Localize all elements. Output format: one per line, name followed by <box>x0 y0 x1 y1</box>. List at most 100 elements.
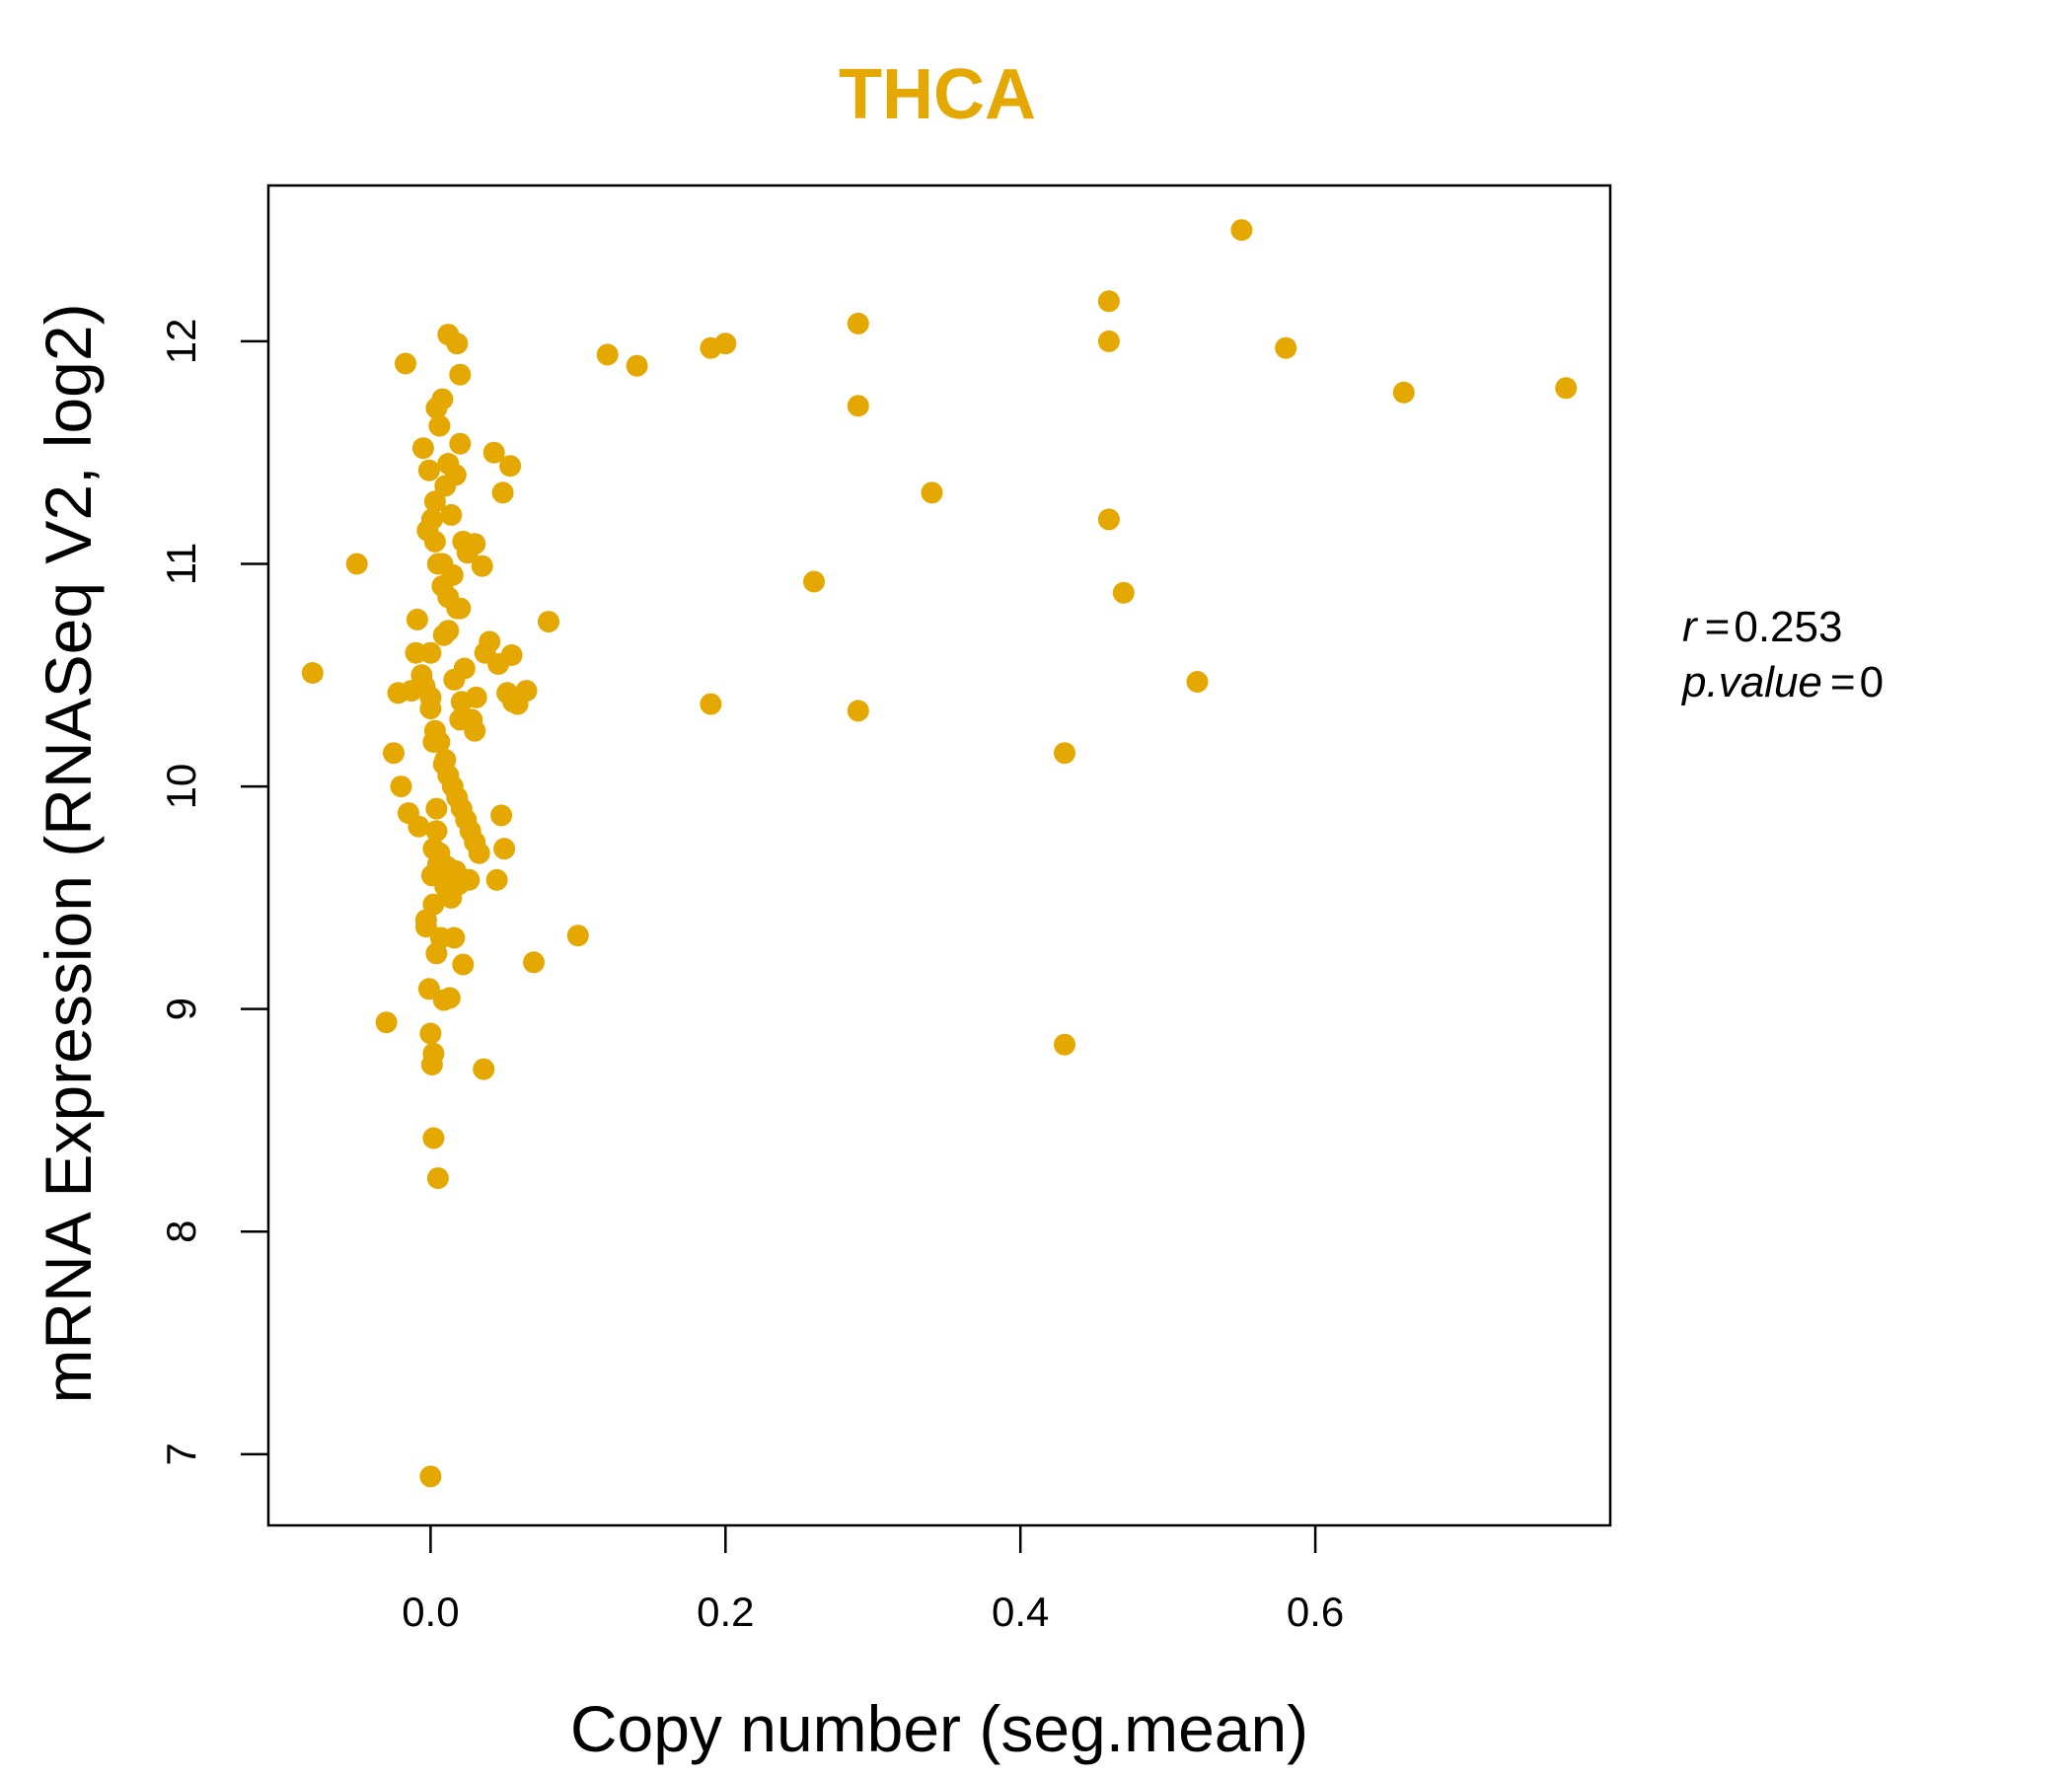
data-point <box>419 641 442 664</box>
data-point <box>422 1127 445 1149</box>
data-point <box>491 481 514 504</box>
data-point <box>523 951 545 974</box>
data-point <box>420 1054 443 1075</box>
data-point <box>500 644 523 666</box>
data-point <box>921 481 943 504</box>
data-point <box>411 437 434 460</box>
data-point <box>449 708 472 731</box>
r-value: 0.253 <box>1734 603 1842 651</box>
data-point <box>407 815 430 838</box>
data-point <box>803 570 825 593</box>
data-point <box>417 459 440 481</box>
data-point <box>406 608 428 630</box>
data-point <box>432 624 455 646</box>
data-point <box>450 691 473 713</box>
data-point <box>700 693 722 715</box>
x-tick-label: 0.6 <box>1287 1589 1344 1635</box>
data-point <box>493 838 516 860</box>
data-point <box>425 397 448 419</box>
data-point <box>499 455 522 478</box>
data-point <box>446 597 469 620</box>
data-point <box>847 700 869 722</box>
y-tick-label: 8 <box>158 1221 204 1243</box>
data-point <box>1054 1033 1075 1056</box>
data-point <box>425 820 448 843</box>
data-point <box>419 1465 442 1488</box>
data-point <box>847 312 869 334</box>
data-point <box>422 838 445 860</box>
data-point <box>490 804 513 827</box>
data-point <box>375 1011 398 1034</box>
data-point <box>423 530 446 553</box>
data-point <box>423 490 446 513</box>
data-point <box>453 657 476 680</box>
data-point <box>447 873 470 896</box>
data-point <box>1230 219 1253 242</box>
data-point <box>566 925 589 947</box>
data-point <box>1392 381 1415 404</box>
data-point <box>428 414 451 437</box>
data-point <box>1097 330 1120 352</box>
p-stat: p.value =0 <box>1680 658 1884 706</box>
data-point <box>1275 336 1297 359</box>
chart-title: THCA <box>839 55 1036 134</box>
data-point <box>446 333 469 355</box>
data-point <box>425 942 448 965</box>
data-point <box>420 508 443 531</box>
y-tick-label: 7 <box>158 1443 204 1465</box>
data-point <box>468 842 490 864</box>
x-axis: 0.0 0.2 0.4 0.6 <box>402 1525 1344 1635</box>
data-point <box>426 1167 449 1190</box>
y-tick-label: 10 <box>158 764 204 810</box>
data-point <box>473 1058 495 1080</box>
data-point <box>419 1022 442 1045</box>
p-symbol: p.value <box>1680 658 1822 706</box>
y-tick-label: 9 <box>158 998 204 1020</box>
data-point <box>387 682 409 704</box>
data-point <box>417 978 440 1000</box>
data-point <box>538 611 559 633</box>
data-point <box>626 354 648 377</box>
x-tick-label: 0.4 <box>992 1589 1049 1635</box>
plot-frame <box>266 184 1612 1527</box>
data-point <box>422 731 445 753</box>
data-point <box>395 352 416 375</box>
data-point <box>464 533 486 555</box>
r-stat: r =0.253 <box>1682 603 1842 651</box>
data-point <box>345 553 368 575</box>
data-point <box>449 432 472 455</box>
y-axis-label: mRNA Expression (RNASeq V2, log2) <box>32 303 105 1403</box>
y-tick-label: 12 <box>158 319 204 365</box>
data-point <box>1054 742 1075 765</box>
data-point <box>596 343 619 366</box>
data-point <box>482 441 505 464</box>
data-point <box>419 686 442 708</box>
x-axis-label: Copy number (seg.mean) <box>570 1692 1308 1765</box>
data-point <box>434 475 457 497</box>
data-point <box>434 749 457 771</box>
data-point <box>1186 671 1209 693</box>
data-point <box>1097 290 1120 313</box>
r-symbol: r <box>1682 603 1699 651</box>
data-point <box>443 926 466 949</box>
data-point <box>502 691 525 713</box>
data-point <box>440 503 463 526</box>
points-layer <box>301 219 1578 1488</box>
data-point <box>1112 581 1135 604</box>
data-point <box>452 953 475 976</box>
y-tick-label: 11 <box>158 543 204 586</box>
data-point <box>485 868 508 891</box>
p-value: 0 <box>1860 658 1884 706</box>
x-tick-label: 0.2 <box>697 1589 754 1635</box>
data-point <box>414 916 437 938</box>
data-point <box>432 989 455 1011</box>
data-point <box>390 776 412 798</box>
data-point <box>1097 508 1120 531</box>
data-point <box>431 575 454 597</box>
data-point <box>383 742 405 765</box>
data-point <box>847 395 869 417</box>
data-point <box>700 336 722 359</box>
data-point <box>449 363 472 386</box>
y-axis: 7 8 9 10 11 12 <box>158 319 268 1465</box>
